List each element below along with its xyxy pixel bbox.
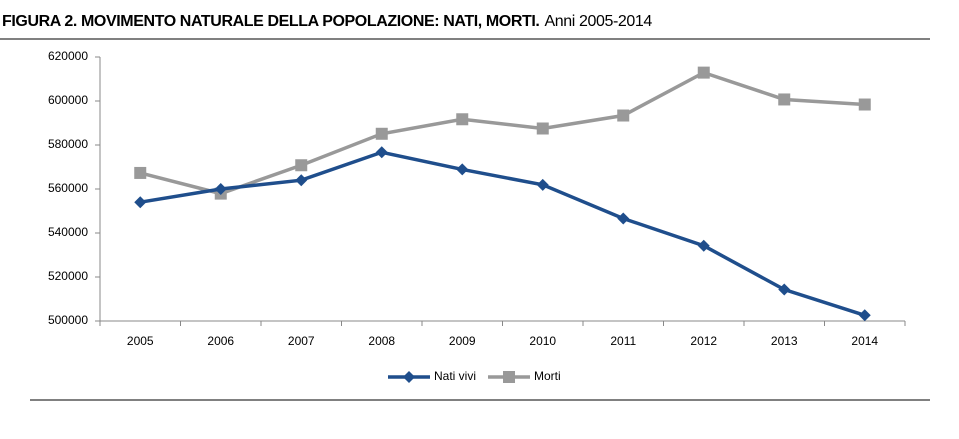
legend-label: Nati vivi	[434, 369, 476, 383]
marker	[295, 159, 308, 172]
marker	[778, 283, 791, 296]
x-tick-label: 2006	[207, 334, 234, 348]
marker	[536, 178, 549, 191]
y-tick-label: 520000	[48, 269, 88, 283]
marker	[214, 183, 227, 195]
marker	[375, 127, 388, 140]
y-tick-label: 600000	[48, 93, 88, 107]
x-tick-label: 2009	[449, 334, 476, 348]
x-tick-label: 2014	[851, 334, 878, 348]
series	[134, 66, 871, 200]
marker	[697, 239, 710, 252]
marker	[858, 309, 871, 322]
x-tick-label: 2008	[368, 334, 395, 348]
legend-marker	[503, 371, 516, 383]
x-tick-label: 2012	[690, 334, 717, 348]
chart-subtitle: Anni 2005-2014	[544, 13, 652, 30]
marker	[295, 174, 308, 187]
x-tick-label: 2011	[610, 334, 636, 348]
marker	[134, 196, 147, 209]
marker	[134, 166, 147, 179]
y-tick-label: 620000	[48, 49, 88, 63]
y-tick-label: 540000	[48, 225, 88, 239]
marker	[375, 146, 388, 159]
legend-label: Morti	[534, 369, 561, 383]
marker	[617, 212, 630, 225]
marker	[858, 98, 871, 111]
y-tick-label: 560000	[48, 181, 88, 195]
marker	[536, 122, 549, 135]
x-tick-label: 2013	[771, 334, 798, 348]
legend-marker	[403, 371, 415, 383]
y-tick-label: 580000	[48, 137, 88, 151]
chart-title-line: FIGURA 2. MOVIMENTO NATURALE DELLA POPOL…	[2, 13, 652, 30]
chart-title: FIGURA 2. MOVIMENTO NATURALE DELLA POPOL…	[2, 13, 539, 30]
marker	[617, 109, 630, 122]
series-line	[139, 150, 866, 317]
y-tick-label: 500000	[48, 313, 88, 327]
marker	[697, 66, 710, 79]
x-tick-label: 2007	[288, 334, 315, 348]
x-tick-label: 2010	[529, 334, 556, 348]
series-line	[139, 70, 865, 196]
series	[134, 146, 871, 322]
x-tick-label: 2005	[127, 334, 154, 348]
marker	[778, 93, 791, 106]
marker	[456, 163, 469, 176]
marker	[456, 113, 469, 126]
